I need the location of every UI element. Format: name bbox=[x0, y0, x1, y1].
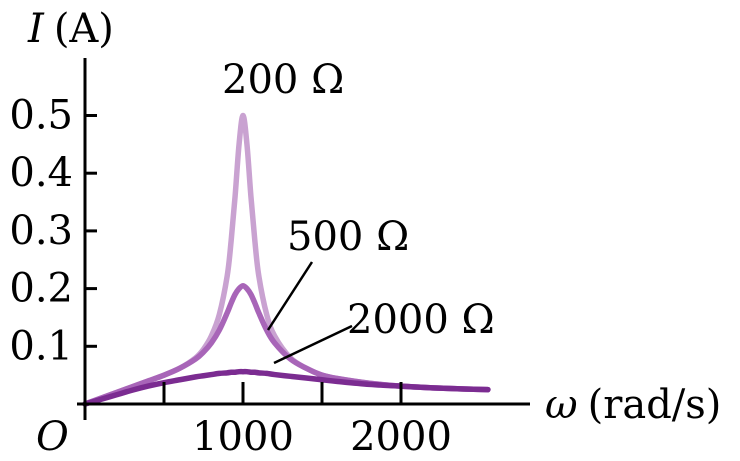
series-label-200-ohm: 200 Ω bbox=[222, 57, 344, 103]
y-tick-label-3: 0.3 bbox=[9, 208, 73, 254]
y-axis-unit: (A) bbox=[54, 6, 114, 52]
y-axis-variable: I bbox=[27, 6, 45, 52]
y-tick-label-2: 0.2 bbox=[9, 266, 73, 312]
y-tick-label-4: 0.4 bbox=[9, 150, 73, 196]
leader-line-500-ohm bbox=[266, 261, 314, 331]
tick-labels-group: 0.1 0.2 0.3 0.4 0.5 1000 2000 bbox=[9, 93, 452, 461]
series-line-2 bbox=[82, 282, 491, 407]
x-tick-label-2: 2000 bbox=[350, 414, 452, 460]
x-axis-unit: (rad/s) bbox=[588, 382, 722, 428]
series-label-500-ohm: 500 Ω bbox=[287, 214, 409, 260]
origin-label: O bbox=[36, 414, 69, 460]
y-tick-label-1: 0.1 bbox=[9, 323, 73, 369]
leader-line-2000-ohm bbox=[273, 324, 353, 365]
series-line-3 bbox=[82, 368, 491, 407]
x-tick-label-1: 1000 bbox=[192, 414, 294, 460]
x-axis-label: ω (rad/s) bbox=[545, 382, 721, 428]
ticks-group bbox=[84, 114, 403, 405]
series-label-2000-ohm: 2000 Ω bbox=[347, 297, 495, 343]
y-tick-label-5: 0.5 bbox=[9, 93, 73, 139]
x-axis-variable: ω bbox=[545, 382, 578, 428]
y-axis-label: I (A) bbox=[27, 6, 114, 52]
